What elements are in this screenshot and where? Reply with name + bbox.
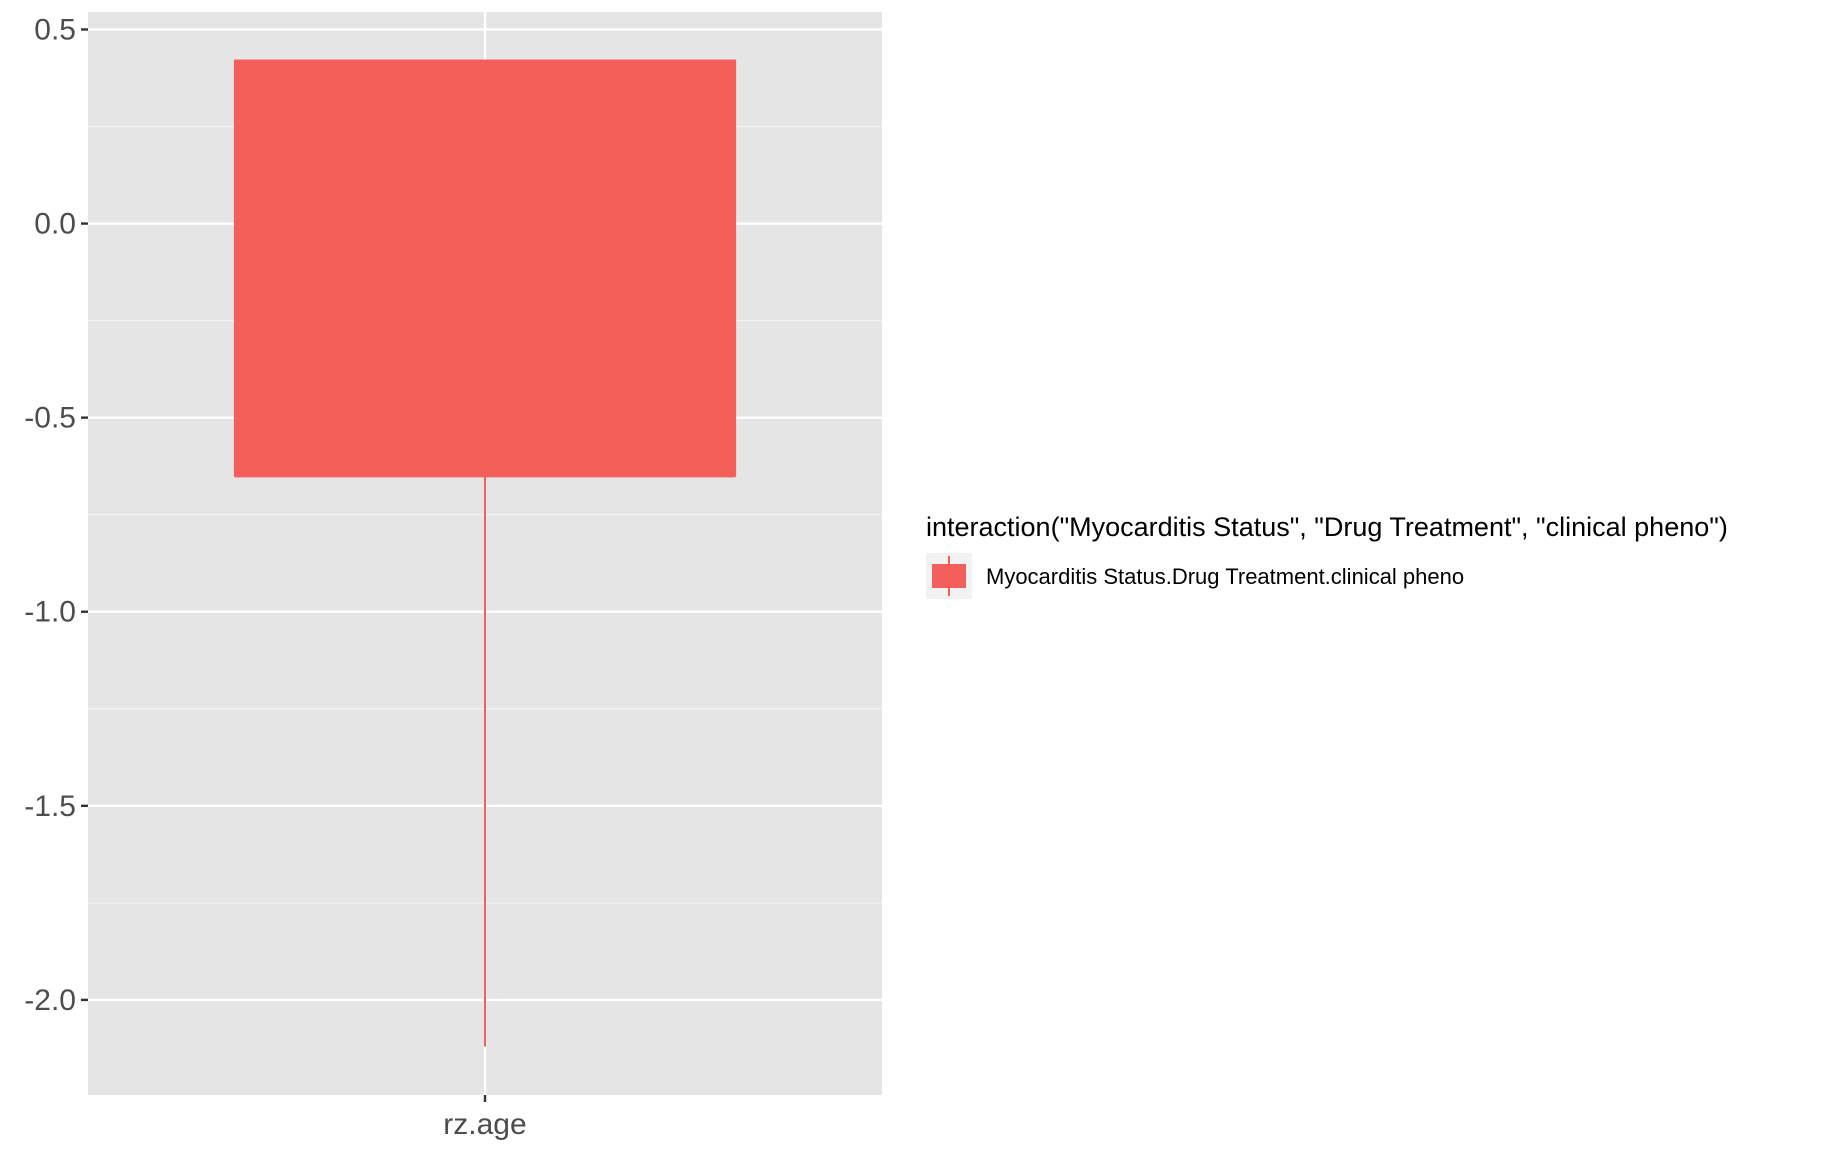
box (233, 59, 737, 477)
legend-key-swatch (932, 564, 966, 588)
x-tick-label: rz.age (443, 1108, 526, 1141)
y-axis: 0.5 0.0 -0.5 -1.0 -1.5 -2.0 (24, 13, 88, 1017)
x-axis: rz.age (443, 1095, 527, 1141)
y-tick-label: -0.5 (24, 402, 76, 435)
legend-title: interaction("Myocarditis Status", "Drug … (926, 512, 1728, 542)
y-tick-label: 0.0 (34, 208, 76, 241)
y-tick-label: -2.0 (24, 984, 76, 1017)
box-marks (233, 59, 737, 1047)
legend: interaction("Myocarditis Status", "Drug … (926, 512, 1728, 599)
y-tick-label: -1.0 (24, 596, 76, 629)
legend-keys: Myocarditis Status.Drug Treatment.clinic… (926, 553, 1464, 599)
y-tick-label: -1.5 (24, 790, 76, 823)
legend-entry-label: Myocarditis Status.Drug Treatment.clinic… (986, 564, 1464, 589)
y-tick-label: 0.5 (34, 13, 76, 46)
